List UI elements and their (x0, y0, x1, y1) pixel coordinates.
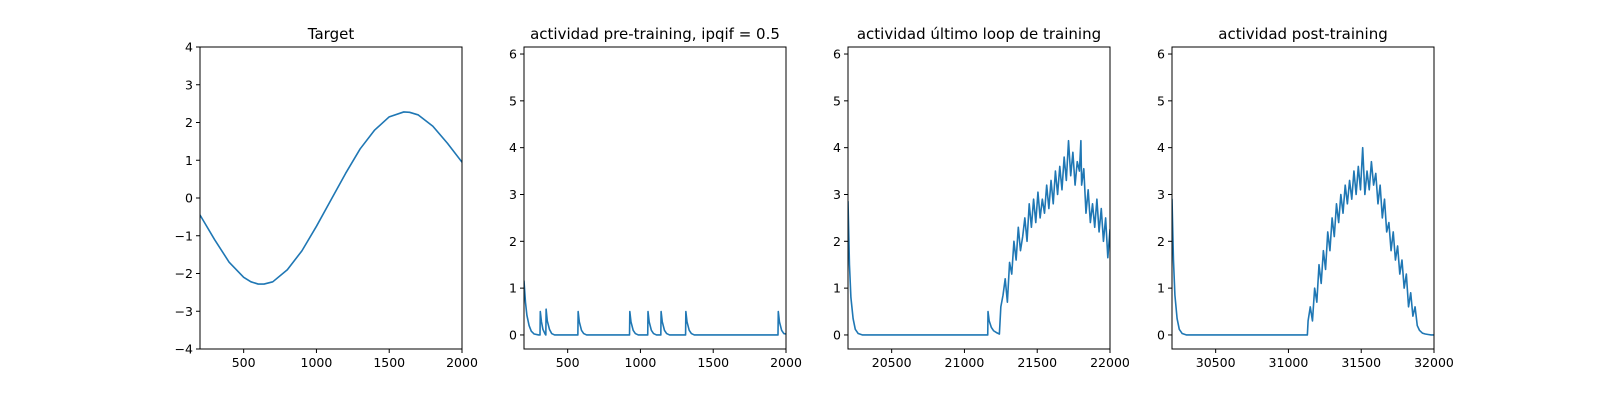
y-tick-label: 0 (1157, 327, 1165, 342)
y-tick-label: 4 (509, 140, 517, 155)
y-tick-label: 6 (833, 47, 841, 62)
subplot-title: actividad post-training (1218, 25, 1387, 43)
x-tick-label: 21000 (945, 355, 985, 370)
subplot-last-training-loop: actividad último loop de training 20500 2… (833, 25, 1130, 370)
y-tick-label: 3 (833, 187, 841, 202)
y-tick-label: 2 (509, 234, 517, 249)
x-tick-label: 30500 (1196, 355, 1236, 370)
y-tick-label: 1 (185, 153, 193, 168)
x-tick-label: 21500 (1017, 355, 1057, 370)
subplot-title: actividad pre-training, ipqif = 0.5 (530, 25, 780, 43)
y-tick-label: 3 (1157, 187, 1165, 202)
y-tick-label: 4 (833, 140, 841, 155)
x-tick-label: 500 (232, 355, 256, 370)
y-tick-label: 1 (1157, 281, 1165, 296)
subplot-post-training: actividad post-training 30500 31000 31500 3… (1157, 25, 1454, 370)
y-tick-label: −3 (175, 304, 193, 319)
y-tick-label: −4 (175, 342, 193, 357)
y-tick-label: 3 (185, 77, 193, 92)
x-tick-label: 500 (556, 355, 580, 370)
x-tick-label: 31500 (1341, 355, 1381, 370)
y-tick-label: 2 (1157, 234, 1165, 249)
x-tick-label: 1500 (697, 355, 729, 370)
x-tick-label: 20500 (872, 355, 912, 370)
x-tick-label: 1000 (625, 355, 657, 370)
series-line (1172, 146, 1434, 336)
x-tick-label: 32000 (1414, 355, 1454, 370)
axes-frame (1171, 46, 1435, 350)
y-tick-label: 2 (833, 234, 841, 249)
x-tick-label: 22000 (1090, 355, 1130, 370)
y-tick-label: 5 (509, 93, 517, 108)
subplot-target: Target 500 1000 1500 2000 −4 −3 −2 −1 0 1 2 3 4 (175, 25, 478, 370)
y-tick-label: 0 (833, 327, 841, 342)
axes-frame (847, 46, 1111, 350)
axes-frame (523, 46, 787, 350)
subplot-pre-training: actividad pre-training, ipqif = 0.5 500 1… (509, 25, 802, 370)
subplot-title: actividad último loop de training (857, 25, 1101, 43)
y-tick-label: −1 (175, 228, 193, 243)
y-tick-label: 1 (833, 281, 841, 296)
y-tick-label: 0 (185, 191, 193, 206)
y-tick-label: 4 (1157, 140, 1165, 155)
subplot-title: Target (307, 25, 355, 43)
series-line (848, 139, 1110, 336)
y-tick-label: 3 (509, 187, 517, 202)
series-line (200, 111, 462, 285)
y-tick-label: 2 (185, 115, 193, 130)
y-tick-label: 6 (1157, 47, 1165, 62)
y-tick-label: 4 (185, 40, 193, 55)
y-tick-label: 6 (509, 47, 517, 62)
series-line (524, 280, 786, 336)
y-tick-label: 0 (509, 327, 517, 342)
x-tick-label: 1000 (301, 355, 333, 370)
x-tick-label: 2000 (446, 355, 478, 370)
x-tick-label: 2000 (770, 355, 802, 370)
x-tick-label: 31000 (1269, 355, 1309, 370)
y-tick-label: −2 (175, 266, 193, 281)
y-tick-label: 5 (1157, 93, 1165, 108)
y-tick-label: 1 (509, 281, 517, 296)
y-tick-label: 5 (833, 93, 841, 108)
x-tick-label: 1500 (373, 355, 405, 370)
